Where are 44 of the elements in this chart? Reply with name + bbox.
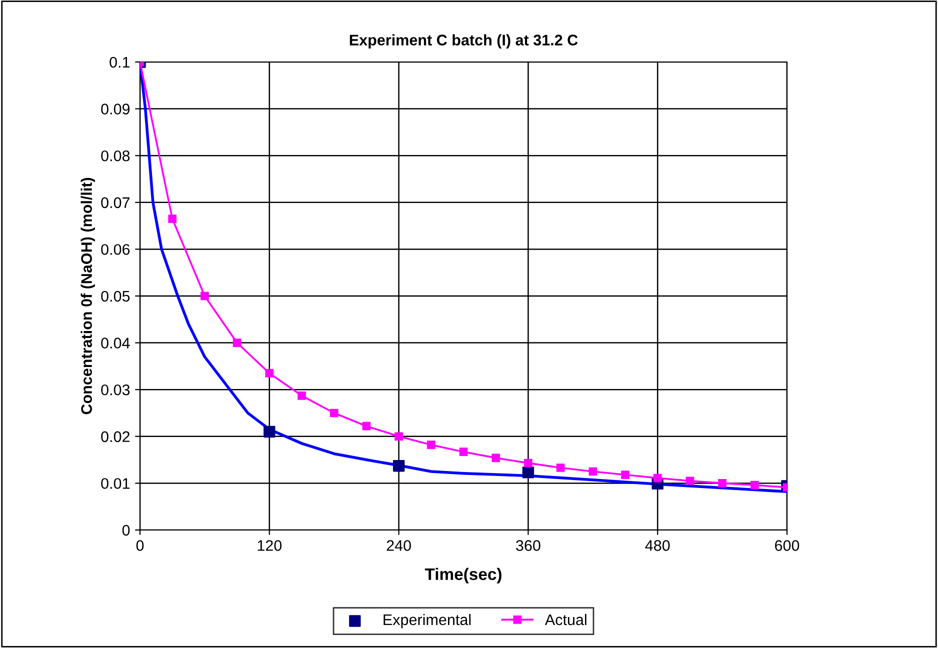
- legend-label: Actual: [544, 614, 586, 626]
- x-tick-label: 600: [775, 540, 800, 551]
- y-tick-label: 0.09: [101, 104, 130, 114]
- point: [362, 422, 371, 430]
- point: [394, 432, 403, 441]
- point: [653, 474, 662, 482]
- y-tick-label: 0.03: [101, 384, 130, 396]
- point: [522, 466, 534, 478]
- point: [426, 440, 436, 449]
- y-tick-label: 0.01: [101, 478, 130, 489]
- y-tick-label: 0.04: [101, 338, 130, 348]
- x-tick-label: 240: [386, 540, 411, 551]
- point: [232, 338, 242, 347]
- point: [200, 292, 209, 300]
- point: [265, 369, 274, 378]
- point: [621, 470, 630, 479]
- x-tick-label: 360: [516, 540, 540, 551]
- legend-label: Experimental: [384, 614, 471, 628]
- point: [588, 467, 598, 476]
- point: [524, 458, 532, 468]
- y-tick-label: 0.05: [101, 290, 130, 302]
- x-tick-label: 480: [645, 540, 670, 551]
- y-tick-label: 0.1: [110, 56, 130, 68]
- point: [330, 408, 338, 418]
- point: [686, 476, 694, 486]
- point: [492, 454, 500, 462]
- y-axis-title: Concentration 0f (NaOH) (mol/lit): [80, 178, 95, 414]
- point: [298, 392, 306, 400]
- y-tick-label: 0: [122, 524, 130, 536]
- y-tick-label: 0.07: [101, 197, 130, 208]
- point: [392, 460, 405, 472]
- point: [264, 426, 276, 438]
- x-tick-label: 0: [136, 540, 144, 551]
- y-tick-label: 0.08: [101, 150, 130, 162]
- point: [459, 448, 468, 456]
- chart-title: Experiment C batch (I) at 31.2 C: [350, 34, 578, 49]
- y-tick-label: 0.02: [101, 431, 130, 442]
- y-tick-label: 0.06: [101, 244, 130, 255]
- point: [718, 479, 726, 488]
- x-tick-label: 120: [258, 540, 282, 551]
- point: [168, 214, 177, 223]
- point: [750, 480, 759, 490]
- x-axis-title: Time(sec): [424, 568, 502, 584]
- point: [556, 464, 565, 472]
